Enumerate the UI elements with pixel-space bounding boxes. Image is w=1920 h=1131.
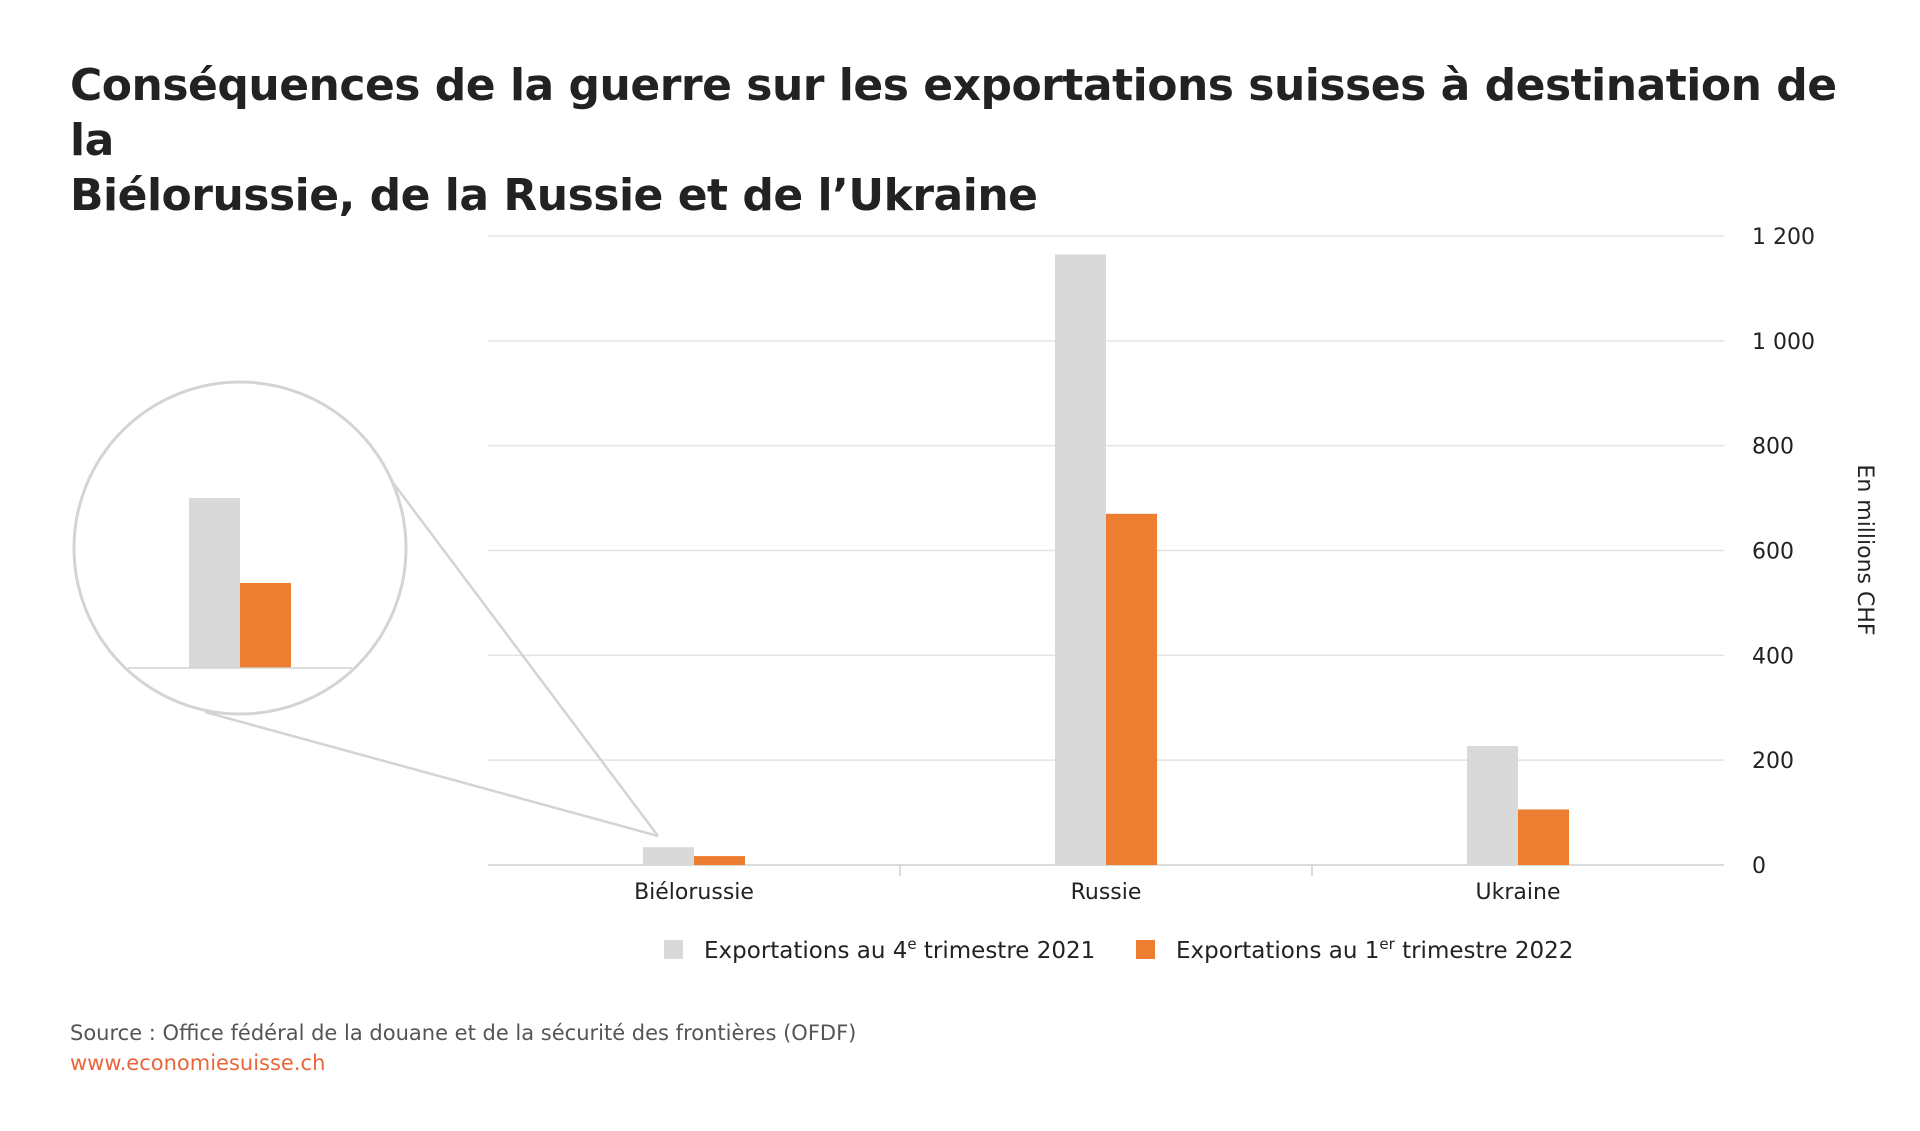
y-tick-label: 0 [1752,854,1766,879]
y-tick-label: 1 000 [1752,330,1815,355]
y-tick-label: 200 [1752,749,1794,774]
y-tick-label: 800 [1752,435,1794,460]
inset-connector-upper [375,459,659,837]
x-tick-label: Ukraine [1476,880,1561,905]
bar-q4-2021-2 [1467,746,1518,865]
legend-label-0: Exportations au 4e trimestre 2021 [704,935,1095,964]
bar-q1-2022-2 [1518,809,1569,865]
bar-q1-2022-1 [1106,513,1157,865]
y-tick-label: 400 [1752,644,1794,669]
y-tick-label: 600 [1752,540,1794,565]
bar-q1-2022-0 [694,856,745,865]
legend-swatch-1 [1136,940,1155,959]
source-note: Source : Office fédéral de la douane et … [70,1021,857,1045]
legend-swatch-0 [664,940,683,959]
website-link[interactable]: www.economiesuisse.ch [70,1051,326,1075]
bar-q4-2021-1 [1055,254,1106,866]
inset-bar-q4-2021 [189,498,240,668]
x-tick-label: Russie [1071,880,1142,905]
footer: Source : Office fédéral de la douane et … [70,1018,856,1078]
y-axis-label: En millions CHF [1852,464,1877,635]
chart-title: Conséquences de la guerre sur les export… [70,58,1870,223]
inset-bar-q1-2022 [240,583,291,668]
bar-q4-2021-0 [643,847,694,865]
inset-connector-lower [204,710,659,838]
x-tick-label: Biélorussie [634,880,754,905]
y-tick-label: 1 200 [1752,225,1815,250]
legend-label-1: Exportations au 1er trimestre 2022 [1176,935,1573,964]
chart-title-line-1: Conséquences de la guerre sur les export… [70,60,1837,166]
chart-title-line-2: Biélorussie, de la Russie et de l’Ukrain… [70,170,1038,221]
